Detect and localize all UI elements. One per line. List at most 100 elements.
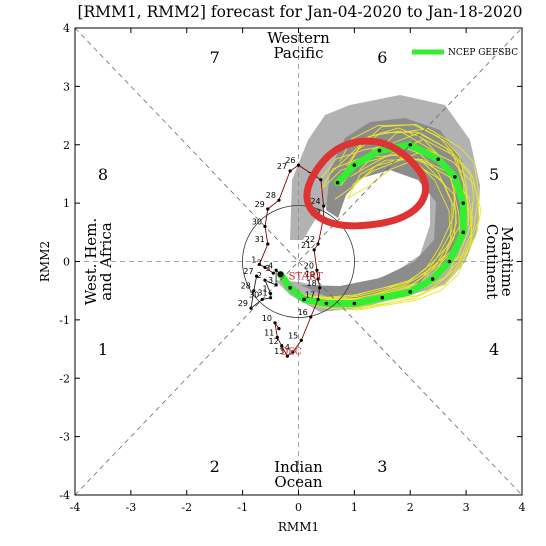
y-tick-label: 3 (63, 80, 70, 93)
region-top-line1: Western (267, 29, 330, 47)
observed-point (316, 242, 320, 246)
observed-point (266, 242, 270, 246)
observed-point (296, 163, 301, 167)
observed-point (277, 198, 281, 202)
observed-tracks: 1011121314151617181920212223242526272829… (238, 156, 326, 358)
observed-day-label: 13 (274, 347, 284, 356)
phase-grid (74, 27, 523, 496)
observed-day-label: 15 (288, 331, 298, 340)
observed-point (291, 350, 295, 354)
observed-day-label: 20 (304, 261, 314, 270)
y-tick-label: 2 (63, 139, 70, 152)
observed-point (260, 297, 264, 302)
observed-point (268, 292, 273, 296)
observed-day-label: 31 (257, 289, 267, 298)
region-labels: Western Pacific Indian Ocean West. Hem. … (82, 29, 516, 491)
ensemble-mean-point (377, 148, 382, 153)
observed-day-label: 22 (305, 235, 315, 244)
observed-point (299, 338, 303, 342)
observed-day-label: 17 (305, 290, 315, 299)
annotation-layer (303, 137, 430, 230)
observed-point (257, 262, 261, 267)
observed-day-label: 3 (265, 264, 270, 273)
observed-point (263, 278, 267, 282)
observed-day-label: 1 (262, 285, 267, 294)
observed-point (312, 248, 316, 252)
phase-number: 8 (98, 165, 108, 184)
observed-point (275, 335, 279, 339)
region-top-line2: Pacific (274, 44, 324, 62)
observed-day-label: 12 (269, 337, 279, 346)
ensemble-mean-point (335, 180, 340, 185)
observed-day-label: 27 (277, 162, 287, 171)
observed-day-label: 10 (262, 314, 272, 323)
x-tick-label: 4 (519, 501, 526, 514)
ensemble-mean-point (447, 259, 452, 264)
chart-title: [RMM1, RMM2] forecast for Jan-04-2020 to… (77, 3, 522, 21)
observed-day-label: 19 (305, 270, 315, 279)
phase-number: 1 (98, 340, 108, 359)
region-right-line2: Continent (483, 224, 501, 299)
observed-point (266, 207, 270, 211)
x-tick-label: -2 (181, 501, 192, 514)
y-tick-label: -1 (59, 314, 70, 327)
ensemble-mean-point (302, 297, 306, 302)
observed-point (274, 268, 278, 272)
region-left-line1: West. Hem. (82, 218, 100, 305)
y-axis-label: RMM2 (38, 241, 52, 282)
annotation-oval (303, 137, 430, 230)
observed-track-line (250, 269, 281, 310)
region-bottom-line1: Indian (274, 458, 323, 476)
observed-day-label: 26 (285, 156, 295, 165)
start-label: START (289, 271, 324, 282)
ensemble-mean-point (461, 230, 466, 235)
ensemble-mean-point (436, 157, 440, 162)
observed-day-label: 24 (310, 197, 320, 206)
x-tick-label: 0 (295, 501, 302, 514)
observed-day-label: 28 (241, 282, 251, 291)
ensemble-mean-point (380, 295, 385, 300)
ensemble-mean-point (352, 163, 357, 167)
observed-day-label: 30 (249, 290, 259, 299)
observed-day-label: 30 (252, 217, 262, 226)
phase-number: 6 (377, 48, 387, 67)
ensemble-mean-point (461, 201, 466, 205)
observed-day-label: 11 (264, 328, 274, 337)
observed-point (274, 283, 278, 287)
forecast-spread-layer (275, 95, 482, 312)
legend: NCEP GEFSBC (412, 48, 518, 58)
region-left-line2: and Africa (97, 222, 115, 300)
observed-point (309, 315, 313, 319)
x-tick-label: -1 (237, 501, 248, 514)
x-axis-label: RMM1 (278, 520, 319, 534)
x-tick-label: 2 (407, 501, 414, 514)
ensemble-member-track (280, 124, 466, 298)
ensemble-mean-points (278, 142, 466, 306)
x-tick-label: -3 (126, 501, 137, 514)
observed-day-label: 29 (255, 200, 265, 209)
observed-point (316, 297, 320, 302)
x-tick-label: 1 (351, 501, 358, 514)
x-tick-label: 3 (463, 501, 470, 514)
phase-number: 4 (489, 340, 499, 359)
y-tick-label: -3 (59, 431, 70, 444)
phase-number: 2 (210, 457, 220, 476)
observed-point (277, 327, 281, 331)
observed-point (315, 268, 319, 272)
y-tick-label: 4 (63, 22, 70, 35)
unit-circle (242, 205, 355, 318)
region-right-line1: Maritime (498, 226, 516, 296)
observed-point (249, 306, 253, 310)
observed-point (316, 277, 320, 281)
observed-point (268, 296, 273, 300)
y-tick-label: -2 (59, 372, 70, 385)
observed-point (263, 224, 267, 229)
start-marker (277, 271, 284, 278)
observed-day-label: 3 (268, 276, 273, 285)
x-axis-ticks: -4 -3 -2 -1 0 1 2 3 4 (70, 28, 526, 514)
observed-day-label: 1 (251, 255, 256, 264)
observed-day-label: 18 (307, 279, 317, 288)
observed-day-label: 4 (268, 261, 273, 270)
